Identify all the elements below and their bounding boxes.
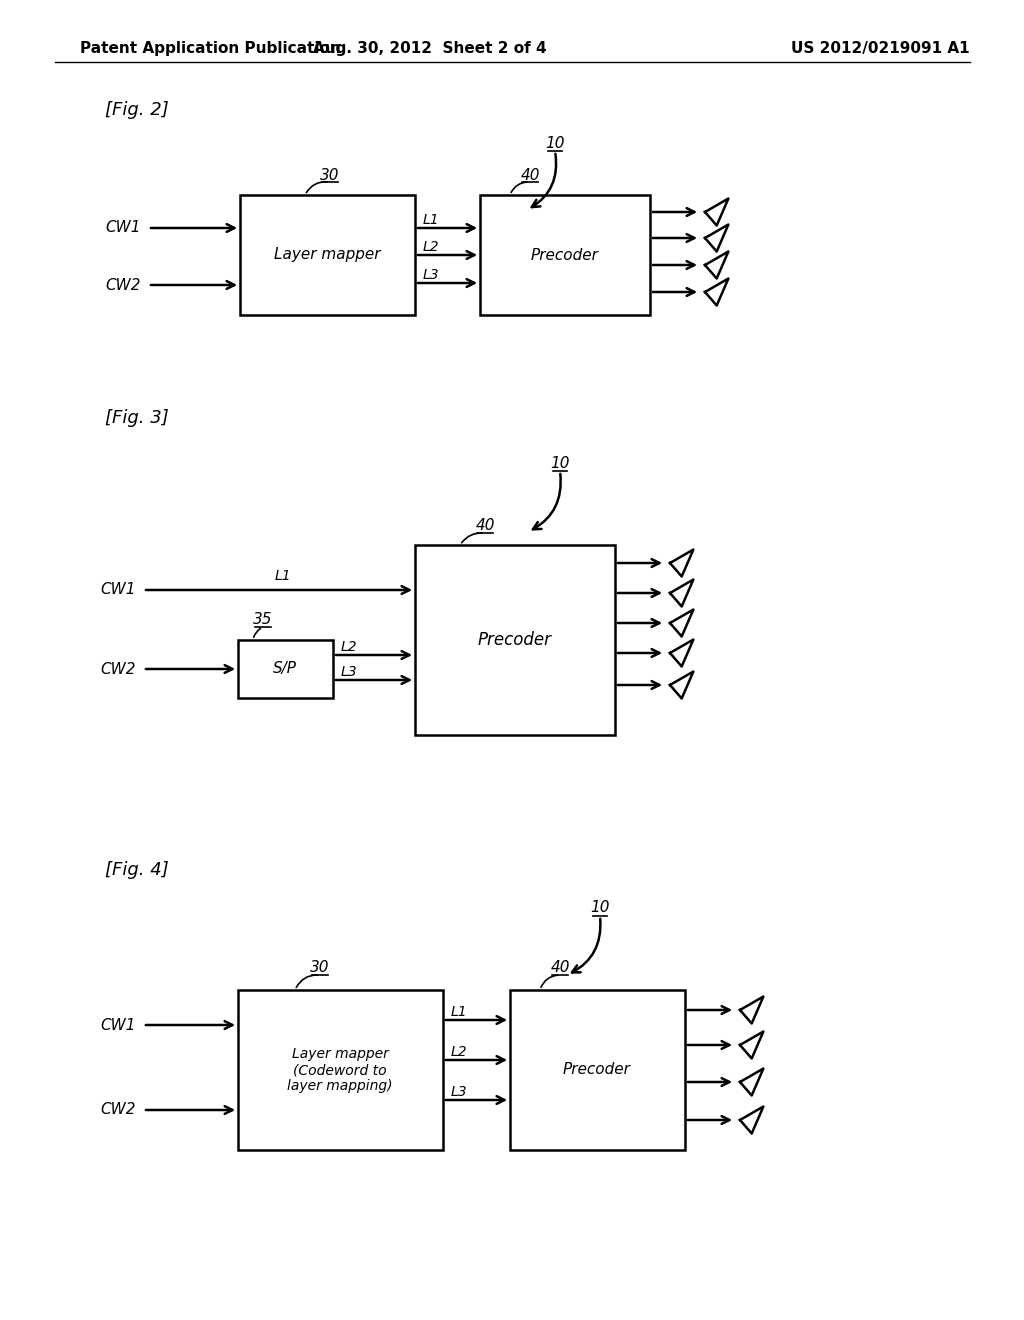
Polygon shape — [740, 1106, 764, 1134]
Text: Patent Application Publication: Patent Application Publication — [80, 41, 341, 55]
Text: 10: 10 — [545, 136, 565, 150]
Text: 40: 40 — [520, 168, 540, 182]
Text: L3: L3 — [423, 268, 439, 282]
Text: 40: 40 — [550, 961, 569, 975]
Text: CW2: CW2 — [105, 277, 140, 293]
Polygon shape — [670, 549, 693, 577]
Text: 35: 35 — [253, 612, 272, 627]
Text: L1: L1 — [451, 1005, 468, 1019]
Text: L2: L2 — [341, 640, 357, 653]
Text: 40: 40 — [475, 519, 495, 533]
Polygon shape — [740, 1031, 764, 1059]
Polygon shape — [670, 610, 693, 636]
Text: Precoder: Precoder — [563, 1063, 631, 1077]
Text: S/P: S/P — [273, 661, 297, 676]
Text: Layer mapper
(Codeword to
layer mapping): Layer mapper (Codeword to layer mapping) — [288, 1047, 393, 1093]
Text: 30: 30 — [310, 961, 330, 975]
Bar — [238, 990, 443, 1150]
Polygon shape — [740, 997, 764, 1023]
Bar — [238, 640, 333, 698]
Polygon shape — [670, 579, 693, 606]
Text: Aug. 30, 2012  Sheet 2 of 4: Aug. 30, 2012 Sheet 2 of 4 — [313, 41, 547, 55]
Polygon shape — [670, 672, 693, 698]
Bar — [415, 545, 615, 735]
Text: 10: 10 — [550, 455, 569, 470]
Text: Precoder: Precoder — [531, 248, 599, 263]
Text: CW2: CW2 — [100, 1102, 135, 1118]
Text: Precoder: Precoder — [478, 631, 552, 649]
Text: CW1: CW1 — [105, 220, 140, 235]
Text: CW2: CW2 — [100, 661, 135, 676]
Text: 30: 30 — [321, 168, 340, 182]
Bar — [480, 195, 650, 315]
Text: L3: L3 — [341, 665, 357, 678]
Text: L2: L2 — [423, 240, 439, 253]
Text: L1: L1 — [275, 569, 292, 583]
Polygon shape — [705, 252, 728, 279]
Bar — [510, 990, 685, 1150]
Text: L2: L2 — [451, 1045, 468, 1059]
Text: L1: L1 — [423, 213, 439, 227]
Text: CW1: CW1 — [100, 582, 135, 598]
Polygon shape — [670, 639, 693, 667]
Polygon shape — [705, 224, 728, 252]
Polygon shape — [740, 1068, 764, 1096]
Text: Layer mapper: Layer mapper — [273, 248, 380, 263]
Text: US 2012/0219091 A1: US 2012/0219091 A1 — [792, 41, 970, 55]
Bar — [240, 195, 415, 315]
Text: [Fig. 4]: [Fig. 4] — [105, 861, 169, 879]
Polygon shape — [705, 279, 728, 305]
Polygon shape — [705, 198, 728, 226]
Text: CW1: CW1 — [100, 1018, 135, 1032]
Text: [Fig. 3]: [Fig. 3] — [105, 409, 169, 426]
Text: [Fig. 2]: [Fig. 2] — [105, 102, 169, 119]
Text: 10: 10 — [590, 900, 609, 916]
Text: L3: L3 — [451, 1085, 468, 1100]
